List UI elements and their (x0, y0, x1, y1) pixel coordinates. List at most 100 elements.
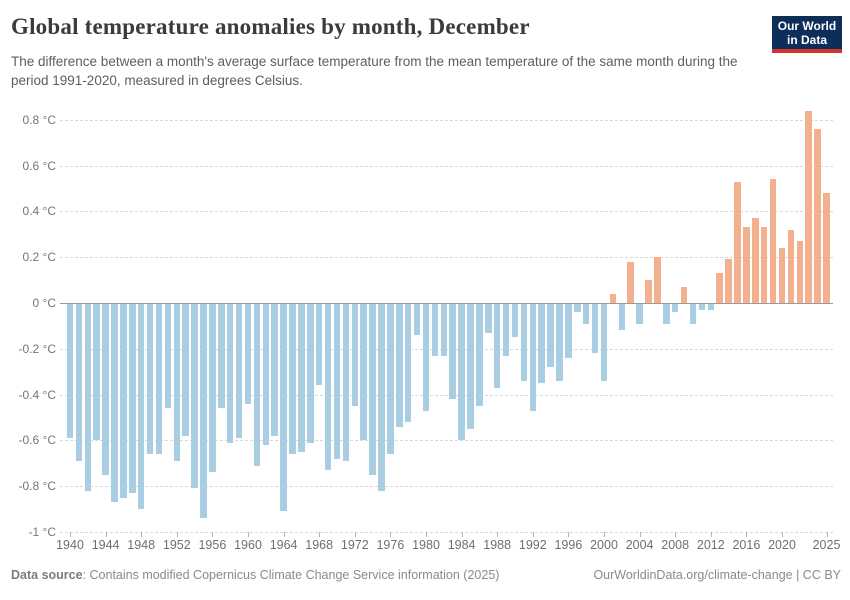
bar-2016[interactable] (743, 227, 750, 303)
bar-2024[interactable] (814, 128, 821, 303)
bar-2025[interactable] (823, 193, 830, 303)
bar-1989[interactable] (502, 304, 510, 356)
bar-1967[interactable] (307, 304, 314, 443)
bar-1969[interactable] (324, 304, 332, 471)
bar-2000[interactable] (600, 304, 608, 381)
bar-1953[interactable] (182, 304, 189, 436)
bar-1985[interactable] (467, 304, 474, 429)
bar-1961[interactable] (253, 304, 261, 466)
bar-1958[interactable] (226, 304, 234, 443)
bar-1946[interactable] (120, 304, 127, 498)
bar-2023[interactable] (805, 110, 812, 303)
bar-1995[interactable] (556, 304, 563, 381)
bar-1978[interactable] (404, 304, 412, 423)
bar-2019[interactable] (769, 179, 777, 303)
bar-2004[interactable] (636, 304, 643, 324)
bar-2006[interactable] (654, 257, 661, 303)
bar-2017[interactable] (752, 218, 759, 303)
bar-1991[interactable] (520, 304, 528, 381)
bar-1973[interactable] (360, 304, 367, 441)
bar-1971[interactable] (342, 304, 350, 461)
bar-1976[interactable] (387, 304, 394, 455)
bar-1964[interactable] (280, 304, 287, 512)
bar-2008[interactable] (671, 304, 679, 313)
bar-1986[interactable] (476, 304, 483, 407)
bar-2003[interactable] (627, 261, 634, 303)
bar-2018[interactable] (760, 227, 768, 303)
bar-1988[interactable] (493, 304, 501, 388)
bar-1987[interactable] (485, 304, 492, 333)
bar-1975[interactable] (378, 304, 385, 491)
owid-license-link[interactable]: OurWorldinData.org/climate-change | CC B… (593, 568, 841, 582)
bar-1941[interactable] (75, 304, 83, 461)
data-source-label: Data source (11, 568, 83, 582)
bar-1982[interactable] (440, 304, 448, 356)
our-world-in-data-logo[interactable]: Our World in Data (772, 16, 842, 53)
y-axis-label--0.6°C: -0.6 °C (18, 433, 56, 448)
bar-2015[interactable] (734, 181, 741, 303)
bar-1949[interactable] (146, 304, 154, 455)
bar-1954[interactable] (191, 304, 198, 489)
bar-1945[interactable] (111, 304, 118, 503)
bar-1970[interactable] (333, 304, 341, 459)
bar-2013[interactable] (716, 273, 723, 303)
bar-1977[interactable] (396, 304, 403, 427)
bar-1940[interactable] (66, 304, 74, 439)
bar-1942[interactable] (84, 304, 92, 491)
bar-1984[interactable] (458, 304, 465, 441)
bar-1968[interactable] (315, 304, 323, 386)
bar-1956[interactable] (209, 304, 216, 473)
bar-1992[interactable] (529, 304, 537, 411)
bar-1948[interactable] (137, 304, 145, 510)
bar-2022[interactable] (796, 241, 804, 303)
bar-2014[interactable] (725, 259, 732, 303)
bar-1983[interactable] (449, 304, 456, 400)
bar-1980[interactable] (422, 304, 430, 411)
bar-1997[interactable] (574, 304, 581, 313)
x-axis-label-1944: 1944 (91, 538, 120, 552)
gridline-0.6°C (60, 165, 833, 167)
bar-1966[interactable] (298, 304, 305, 452)
bar-1979[interactable] (413, 304, 421, 336)
bar-2001[interactable] (609, 293, 617, 303)
x-tick-1956 (212, 532, 214, 537)
x-tick-1980 (426, 532, 427, 537)
bar-1996[interactable] (565, 304, 572, 358)
bar-1981[interactable] (431, 304, 439, 356)
bar-1994[interactable] (547, 304, 554, 368)
bar-1993[interactable] (538, 304, 545, 384)
bar-1943[interactable] (93, 304, 100, 441)
x-axis-label-2016: 2016 (732, 538, 761, 552)
x-tick-1972 (354, 532, 356, 537)
x-axis-label-1996: 1996 (554, 538, 583, 552)
bar-1974[interactable] (369, 304, 376, 475)
bar-1959[interactable] (235, 304, 243, 439)
bar-2009[interactable] (680, 286, 688, 303)
bar-1944[interactable] (102, 304, 109, 475)
bar-2012[interactable] (707, 304, 715, 310)
bar-2020[interactable] (778, 248, 786, 303)
bar-1960[interactable] (244, 304, 252, 404)
bar-1999[interactable] (591, 304, 599, 354)
bar-1951[interactable] (164, 304, 172, 409)
data-source-text: : Contains modified Copernicus Climate C… (82, 568, 500, 582)
bar-1957[interactable] (218, 304, 225, 409)
bar-2007[interactable] (663, 304, 670, 324)
bar-1972[interactable] (351, 304, 359, 407)
bar-1998[interactable] (582, 304, 590, 324)
bar-1965[interactable] (289, 304, 296, 455)
bar-2002[interactable] (618, 304, 626, 331)
bar-1950[interactable] (155, 304, 163, 455)
bar-1963[interactable] (271, 304, 278, 436)
bar-2005[interactable] (645, 280, 652, 303)
bar-1962[interactable] (262, 304, 270, 445)
logo-text: Our World in Data (772, 16, 842, 49)
bar-1952[interactable] (173, 304, 181, 461)
bar-1990[interactable] (511, 304, 519, 338)
bar-1955[interactable] (200, 304, 207, 519)
bar-1947[interactable] (129, 304, 136, 494)
bar-2021[interactable] (787, 229, 795, 303)
bar-2011[interactable] (698, 304, 706, 310)
bar-2010[interactable] (689, 304, 697, 324)
